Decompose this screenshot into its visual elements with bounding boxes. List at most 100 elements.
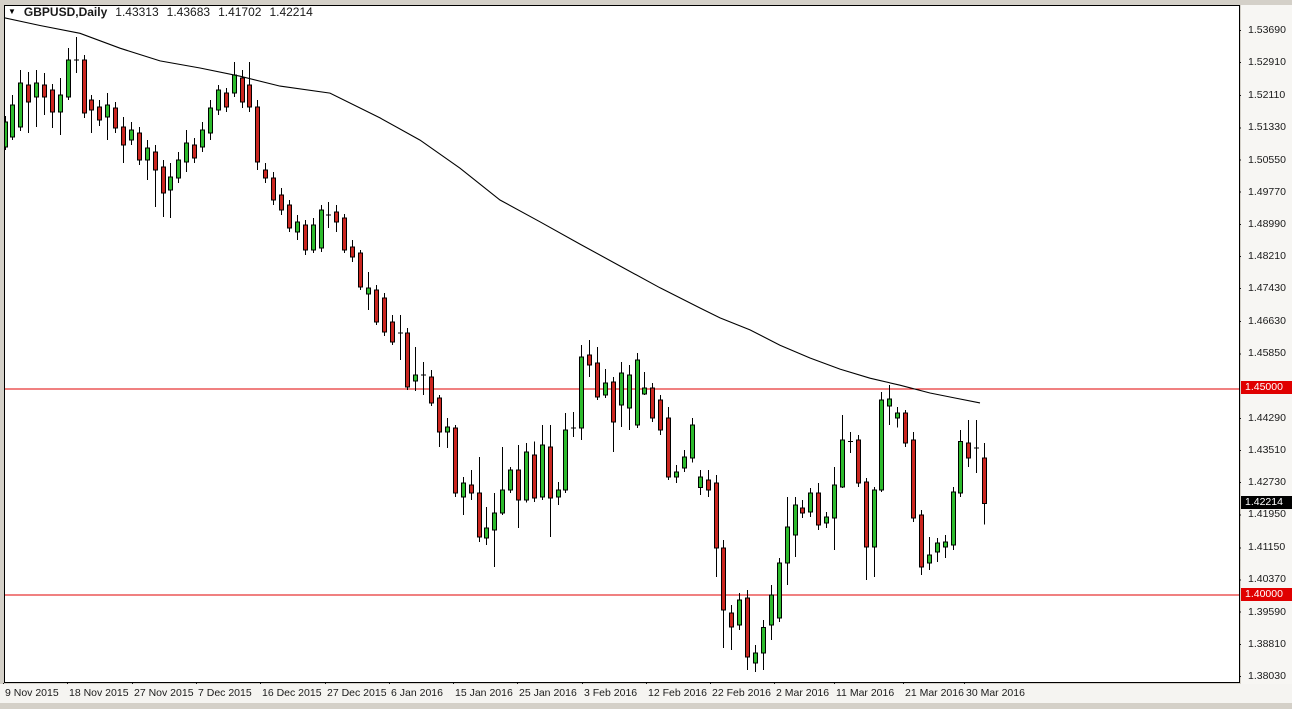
candle-body-bull bbox=[887, 398, 892, 407]
candle-doji-body bbox=[398, 332, 403, 334]
date-tick-label: 7 Dec 2015 bbox=[198, 687, 252, 699]
candle-body-bear bbox=[121, 126, 126, 146]
candle-body-bull bbox=[461, 482, 466, 498]
candle-body-bear bbox=[745, 597, 750, 658]
candle-doji-body bbox=[974, 447, 979, 449]
candle-body-bull bbox=[879, 399, 884, 491]
candle-body-bear bbox=[816, 492, 821, 526]
candle-body-bull bbox=[129, 129, 134, 141]
plot-background bbox=[4, 5, 1240, 683]
candle-body-bear bbox=[374, 289, 379, 323]
symbol-dropdown-icon[interactable]: ▼ bbox=[8, 7, 16, 16]
candle-body-bull bbox=[927, 554, 932, 564]
candle-body-bull bbox=[769, 594, 774, 626]
price-tick-label: 1.39590 bbox=[1248, 605, 1286, 618]
candle-body-bear bbox=[240, 77, 245, 103]
candle-body-bull bbox=[311, 224, 316, 251]
candle-body-bull bbox=[18, 82, 23, 128]
candle-body-bear bbox=[587, 354, 592, 366]
candle-body-bear bbox=[271, 177, 276, 201]
candle-body-bull bbox=[579, 356, 584, 429]
chart-title-bar: ▼ GBPUSD,Daily 1.43313 1.43683 1.41702 1… bbox=[8, 5, 313, 19]
candle-body-bull bbox=[619, 372, 624, 406]
date-tick-label: 6 Jan 2016 bbox=[391, 687, 443, 699]
time-axis[interactable]: 9 Nov 2015 18 Nov 2015 27 Nov 2015 7 Dec 20… bbox=[0, 684, 1292, 703]
date-tick-label: 22 Feb 2016 bbox=[712, 687, 771, 699]
candle-body-bear bbox=[97, 106, 102, 121]
candle-body-bear bbox=[611, 381, 616, 423]
candle-body-bear bbox=[113, 107, 118, 129]
candle-body-bear bbox=[477, 492, 482, 538]
moving-average-line bbox=[5, 17, 981, 404]
candle-body-bull bbox=[808, 492, 813, 513]
candle-body-bull bbox=[145, 147, 150, 161]
candle-body-bull bbox=[832, 484, 837, 519]
ohlc-high-value: 1.43683 bbox=[166, 5, 211, 19]
price-tick-label: 1.52110 bbox=[1248, 89, 1286, 102]
candle-body-bear bbox=[50, 89, 55, 113]
candle-body-bear bbox=[153, 151, 158, 171]
hline-price-badge: 1.45000 bbox=[1241, 381, 1292, 395]
candle-body-bull bbox=[642, 387, 647, 395]
ohlc-open-value: 1.43313 bbox=[115, 5, 159, 19]
candle-body-bull bbox=[761, 627, 766, 654]
date-tick-label: 27 Dec 2015 bbox=[327, 687, 387, 699]
candle-body-bear bbox=[255, 106, 260, 163]
candle-body-bear bbox=[919, 514, 924, 568]
date-tick-label: 27 Nov 2015 bbox=[134, 687, 194, 699]
candlestick-series bbox=[5, 37, 987, 672]
candle-body-bull bbox=[951, 491, 956, 546]
candle-doji-body bbox=[74, 59, 79, 61]
candle-doji-body bbox=[421, 374, 426, 376]
price-tick-label: 1.43510 bbox=[1248, 443, 1286, 456]
price-axis[interactable]: 1.53690 1.52910 1.52110 1.51330 1.50550 1.497… bbox=[1241, 5, 1292, 684]
candle-doji-body bbox=[571, 427, 576, 429]
candle-body-bear bbox=[382, 297, 387, 333]
hline-price-badge: 1.40000 bbox=[1241, 587, 1292, 601]
candle-body-bull bbox=[635, 359, 640, 426]
candle-body-bear bbox=[303, 224, 308, 251]
price-tick-label: 1.48210 bbox=[1248, 250, 1286, 263]
price-tick-label: 1.52910 bbox=[1248, 56, 1286, 69]
candle-body-bear bbox=[903, 412, 908, 444]
candle-body-bear bbox=[334, 211, 339, 223]
candle-body-bear bbox=[279, 194, 284, 211]
price-tick-label: 1.53690 bbox=[1248, 24, 1286, 36]
candle-body-bear bbox=[224, 92, 229, 108]
price-tick-label: 1.51330 bbox=[1248, 121, 1286, 134]
current-price-badge: 1.42214 bbox=[1241, 496, 1292, 510]
candle-body-bull bbox=[319, 209, 324, 249]
price-tick-label: 1.50550 bbox=[1248, 153, 1286, 166]
candle-doji-body bbox=[848, 441, 853, 443]
candle-body-bull bbox=[184, 142, 189, 163]
candle-body-bear bbox=[453, 427, 458, 494]
candle-body-bull bbox=[895, 412, 900, 419]
candle-body-bull bbox=[824, 516, 829, 524]
price-tick-label: 1.41150 bbox=[1248, 541, 1286, 554]
candle-body-bull bbox=[232, 74, 237, 94]
price-tick-label: 1.38810 bbox=[1248, 637, 1286, 650]
candle-body-bull bbox=[492, 512, 497, 531]
candle-body-bear bbox=[729, 612, 734, 628]
date-tick-label: 16 Dec 2015 bbox=[262, 687, 322, 699]
candle-body-bear bbox=[595, 362, 600, 398]
candle-body-bull bbox=[366, 287, 371, 295]
price-tick-label: 1.40370 bbox=[1248, 573, 1286, 586]
candle-body-bear bbox=[429, 376, 434, 404]
candle-body-bull bbox=[627, 374, 632, 409]
price-tick-label: 1.44290 bbox=[1248, 411, 1286, 424]
candle-body-bear bbox=[516, 469, 521, 501]
candle-body-bear bbox=[161, 166, 166, 194]
candle-body-bull bbox=[563, 429, 568, 491]
candle-body-bull bbox=[753, 652, 758, 664]
candle-body-bull bbox=[603, 382, 608, 396]
candle-body-bear bbox=[358, 252, 363, 288]
price-tick-label: 1.45850 bbox=[1248, 347, 1286, 360]
candle-body-bull bbox=[958, 441, 963, 494]
candle-body-bull bbox=[674, 471, 679, 478]
date-tick-label: 18 Nov 2015 bbox=[69, 687, 129, 699]
candle-body-bull bbox=[793, 504, 798, 536]
candle-body-bull bbox=[105, 104, 110, 118]
candle-body-bull bbox=[58, 94, 63, 113]
